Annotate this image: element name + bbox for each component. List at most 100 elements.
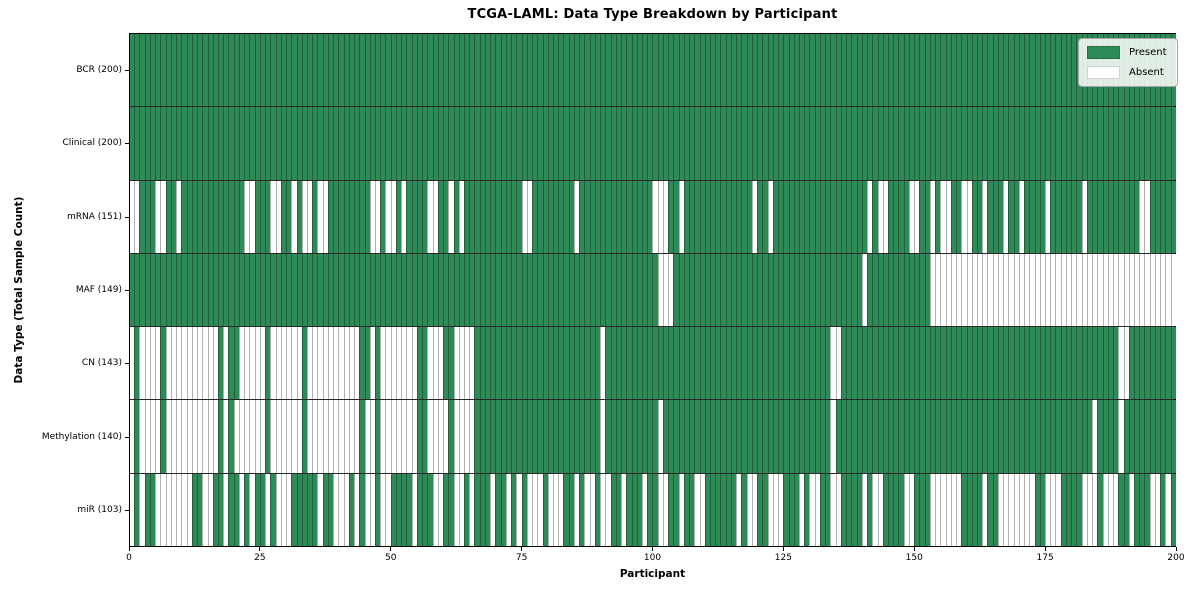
heatmap-cell: [1092, 180, 1098, 253]
heatmap-cell: [301, 400, 307, 473]
heatmap-cell: [139, 327, 145, 400]
heatmap-cell: [385, 107, 391, 180]
heatmap-cell: [573, 473, 580, 546]
heatmap-cell: [846, 253, 852, 327]
heatmap-cell: [1144, 107, 1150, 180]
heatmap-cell: [212, 34, 218, 107]
heatmap-cell: [343, 253, 349, 327]
heatmap-cell: [882, 180, 888, 253]
heatmap-cell: [1055, 107, 1061, 180]
heatmap-cell: [181, 327, 187, 400]
heatmap-cell: [1013, 473, 1019, 546]
heatmap-cell: [490, 34, 496, 107]
heatmap-cell: [1055, 34, 1061, 107]
heatmap-cell: [940, 400, 946, 473]
heatmap-cell: [725, 400, 731, 473]
heatmap-cell: [1065, 253, 1072, 327]
heatmap-cell: [725, 473, 731, 546]
heatmap-cell: [683, 34, 690, 107]
heatmap-cell: [804, 327, 810, 400]
heatmap-cell: [772, 400, 779, 473]
heatmap-cell: [945, 107, 951, 180]
heatmap-cell: [835, 107, 841, 180]
heatmap-cell: [432, 107, 438, 180]
heatmap-cell: [830, 253, 836, 327]
heatmap-cell: [259, 34, 266, 107]
heatmap-cell: [1097, 400, 1103, 473]
heatmap-cell: [432, 327, 438, 400]
heatmap-cell: [908, 180, 915, 253]
heatmap-cell: [390, 400, 396, 473]
y-tick-label: mRNA (151): [67, 211, 122, 222]
heatmap-cell: [751, 34, 758, 107]
heatmap-cell: [725, 34, 731, 107]
heatmap-cell: [306, 107, 313, 180]
heatmap-cell: [846, 400, 852, 473]
heatmap-cell: [458, 473, 464, 546]
heatmap-cell: [662, 34, 669, 107]
heatmap-cell: [322, 473, 328, 546]
heatmap-cell: [584, 400, 590, 473]
heatmap-cell: [945, 400, 951, 473]
heatmap-cell: [406, 400, 412, 473]
heatmap-cell: [762, 107, 768, 180]
heatmap-cell: [647, 327, 653, 400]
x-tick-label: 200: [1167, 553, 1185, 563]
heatmap-cell: [191, 180, 198, 253]
heatmap-cell: [872, 180, 878, 253]
heatmap-cell: [762, 400, 768, 473]
heatmap-cell: [181, 180, 187, 253]
heatmap-cell: [176, 253, 182, 327]
heatmap-cell: [191, 253, 198, 327]
heatmap-cell: [1008, 327, 1014, 400]
heatmap-cell: [155, 327, 161, 400]
heatmap-cell: [573, 400, 580, 473]
heatmap-cell: [301, 34, 307, 107]
heatmap-cell: [259, 107, 266, 180]
heatmap-cell: [631, 180, 637, 253]
heatmap-cell: [558, 327, 564, 400]
heatmap-cell: [1045, 327, 1051, 400]
heatmap-cell: [484, 107, 491, 180]
heatmap-cell: [1039, 473, 1046, 546]
heatmap-cell: [605, 400, 611, 473]
heatmap-cell: [547, 253, 553, 327]
heatmap-cell: [254, 180, 260, 253]
heatmap-cell: [464, 107, 470, 180]
heatmap-cell: [458, 34, 464, 107]
heatmap-cell: [552, 253, 559, 327]
heatmap-cell: [505, 107, 512, 180]
heatmap-cell: [526, 473, 533, 546]
heatmap-cell: [348, 107, 355, 180]
heatmap-cell: [1018, 473, 1025, 546]
heatmap-cell: [992, 253, 998, 327]
heatmap-cell: [317, 180, 323, 253]
heatmap-cell: [448, 253, 454, 327]
heatmap-cell: [1170, 400, 1176, 473]
heatmap-cell: [380, 327, 386, 400]
heatmap-cell: [600, 107, 606, 180]
heatmap-cell: [244, 327, 250, 400]
heatmap-cell: [537, 473, 543, 546]
heatmap-cell: [1139, 473, 1145, 546]
heatmap-cell: [1134, 400, 1140, 473]
heatmap-cell: [673, 400, 679, 473]
heatmap-cell: [375, 34, 381, 107]
y-tick-mark: [125, 290, 129, 291]
heatmap-cell: [793, 327, 799, 400]
heatmap-cell: [1060, 180, 1066, 253]
heatmap-cell: [814, 253, 820, 327]
heatmap-cell: [149, 180, 156, 253]
heatmap-cell: [715, 180, 721, 253]
heatmap-cell: [757, 473, 763, 546]
heatmap-cell: [306, 253, 313, 327]
heatmap-cell: [542, 107, 548, 180]
heatmap-cell: [375, 253, 381, 327]
heatmap-cell: [1065, 473, 1072, 546]
heatmap-cell: [479, 107, 485, 180]
heatmap-cell: [1086, 400, 1093, 473]
heatmap-cell: [720, 327, 726, 400]
heatmap-cell: [652, 473, 658, 546]
heatmap-cell: [532, 327, 538, 400]
heatmap-cell: [532, 180, 538, 253]
